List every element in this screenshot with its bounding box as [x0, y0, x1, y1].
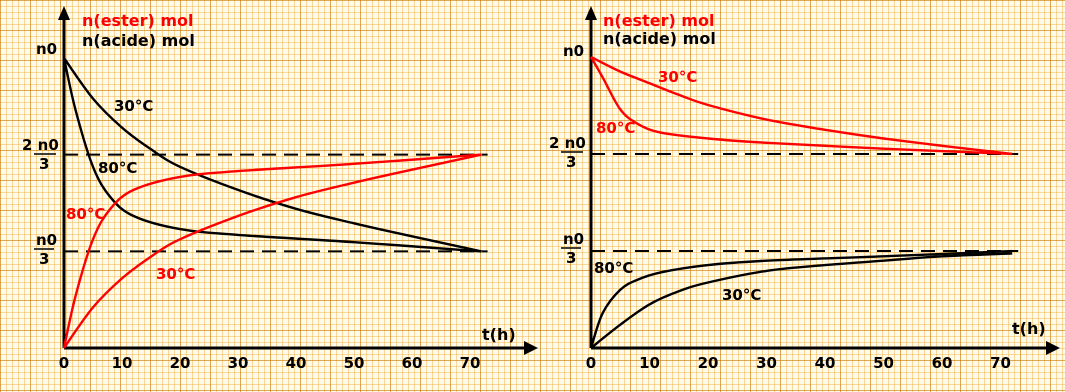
right-series-3-curve — [590, 252, 1013, 349]
right-legend-acid: n(acide) mol — [603, 29, 716, 48]
left-legend-acid: n(acide) mol — [82, 31, 195, 50]
right-y-n0: n0 — [563, 42, 584, 60]
left-series-1-curve — [62, 57, 482, 253]
left-series-2-curve — [62, 153, 482, 349]
left-x-tick-label: 30 — [228, 354, 249, 372]
right-annot-30-red: 30°C — [658, 68, 697, 86]
left-xlabel: t(h) — [482, 325, 516, 344]
right-series-1-curve — [589, 56, 1013, 156]
right-x-tick-label: 30 — [756, 354, 777, 372]
right-x-tick-label: 20 — [698, 354, 719, 372]
right-xlabel: t(h) — [1012, 319, 1046, 338]
left-x-ticks: 0 10 20 30 40 50 60 70 — [59, 354, 481, 372]
right-y-arrow — [585, 6, 597, 20]
left-axes — [58, 6, 538, 355]
left-y-2n0: 2 n0 — [22, 136, 59, 154]
left-annot-80-black: 80°C — [98, 159, 137, 177]
right-x-arrow — [1046, 341, 1060, 355]
right-series-2-curve — [589, 249, 1013, 349]
left-chart: 0 10 20 30 40 50 60 70 n(ester) mol n(acide) mo… — [22, 6, 538, 372]
left-annot-30-red: 30°C — [156, 265, 195, 283]
left-x-arrow — [524, 341, 538, 355]
left-y-third-den: 3 — [39, 250, 49, 268]
right-x-ticks: 0 10 20 30 40 50 60 70 — [586, 354, 1011, 372]
right-x-tick-label: 40 — [815, 354, 836, 372]
right-y-2n0: 2 n0 — [549, 134, 586, 152]
left-x-tick-label: 70 — [460, 354, 481, 372]
right-series — [589, 55, 1013, 349]
left-y-n0-third: n0 — [36, 231, 57, 249]
right-annot-30-black: 30°C — [722, 286, 761, 304]
left-y-2n0-den: 3 — [39, 155, 49, 173]
right-x-tick-label: 0 — [586, 354, 596, 372]
left-x-tick-label: 10 — [112, 354, 133, 372]
right-reference-lines — [591, 152, 1019, 253]
right-annot-80-black: 80°C — [594, 259, 633, 277]
left-x-tick-label: 50 — [344, 354, 365, 372]
right-x-tick-label: 60 — [932, 354, 953, 372]
left-x-tick-label: 0 — [59, 354, 69, 372]
left-annot-80-red: 80°C — [66, 205, 105, 223]
left-x-tick-label: 60 — [402, 354, 423, 372]
left-x-tick-label: 20 — [170, 354, 191, 372]
left-series — [62, 57, 482, 349]
right-y-third-den: 3 — [566, 249, 576, 267]
right-chart: 0 10 20 30 40 50 60 70 n(ester) mol n(acide) mo… — [549, 6, 1060, 372]
left-reference-lines — [64, 153, 488, 253]
left-series-0-curve — [63, 57, 482, 253]
left-x-tick-label: 40 — [286, 354, 307, 372]
right-x-tick-label: 10 — [639, 354, 660, 372]
left-y-arrow — [58, 6, 70, 20]
left-legend-ester: n(ester) mol — [82, 11, 194, 30]
left-y-n0: n0 — [36, 40, 57, 58]
right-x-tick-label: 50 — [873, 354, 894, 372]
right-series-0-curve — [590, 55, 1013, 156]
right-y-2n0-den: 3 — [566, 153, 576, 171]
right-annot-80-red: 80°C — [596, 119, 635, 137]
left-annot-30-black: 30°C — [114, 97, 153, 115]
right-x-tick-label: 70 — [990, 354, 1011, 372]
right-y-n0-third: n0 — [563, 230, 584, 248]
right-legend-ester: n(ester) mol — [603, 11, 715, 30]
left-series-3-curve — [63, 153, 482, 349]
right-axes — [585, 6, 1060, 355]
